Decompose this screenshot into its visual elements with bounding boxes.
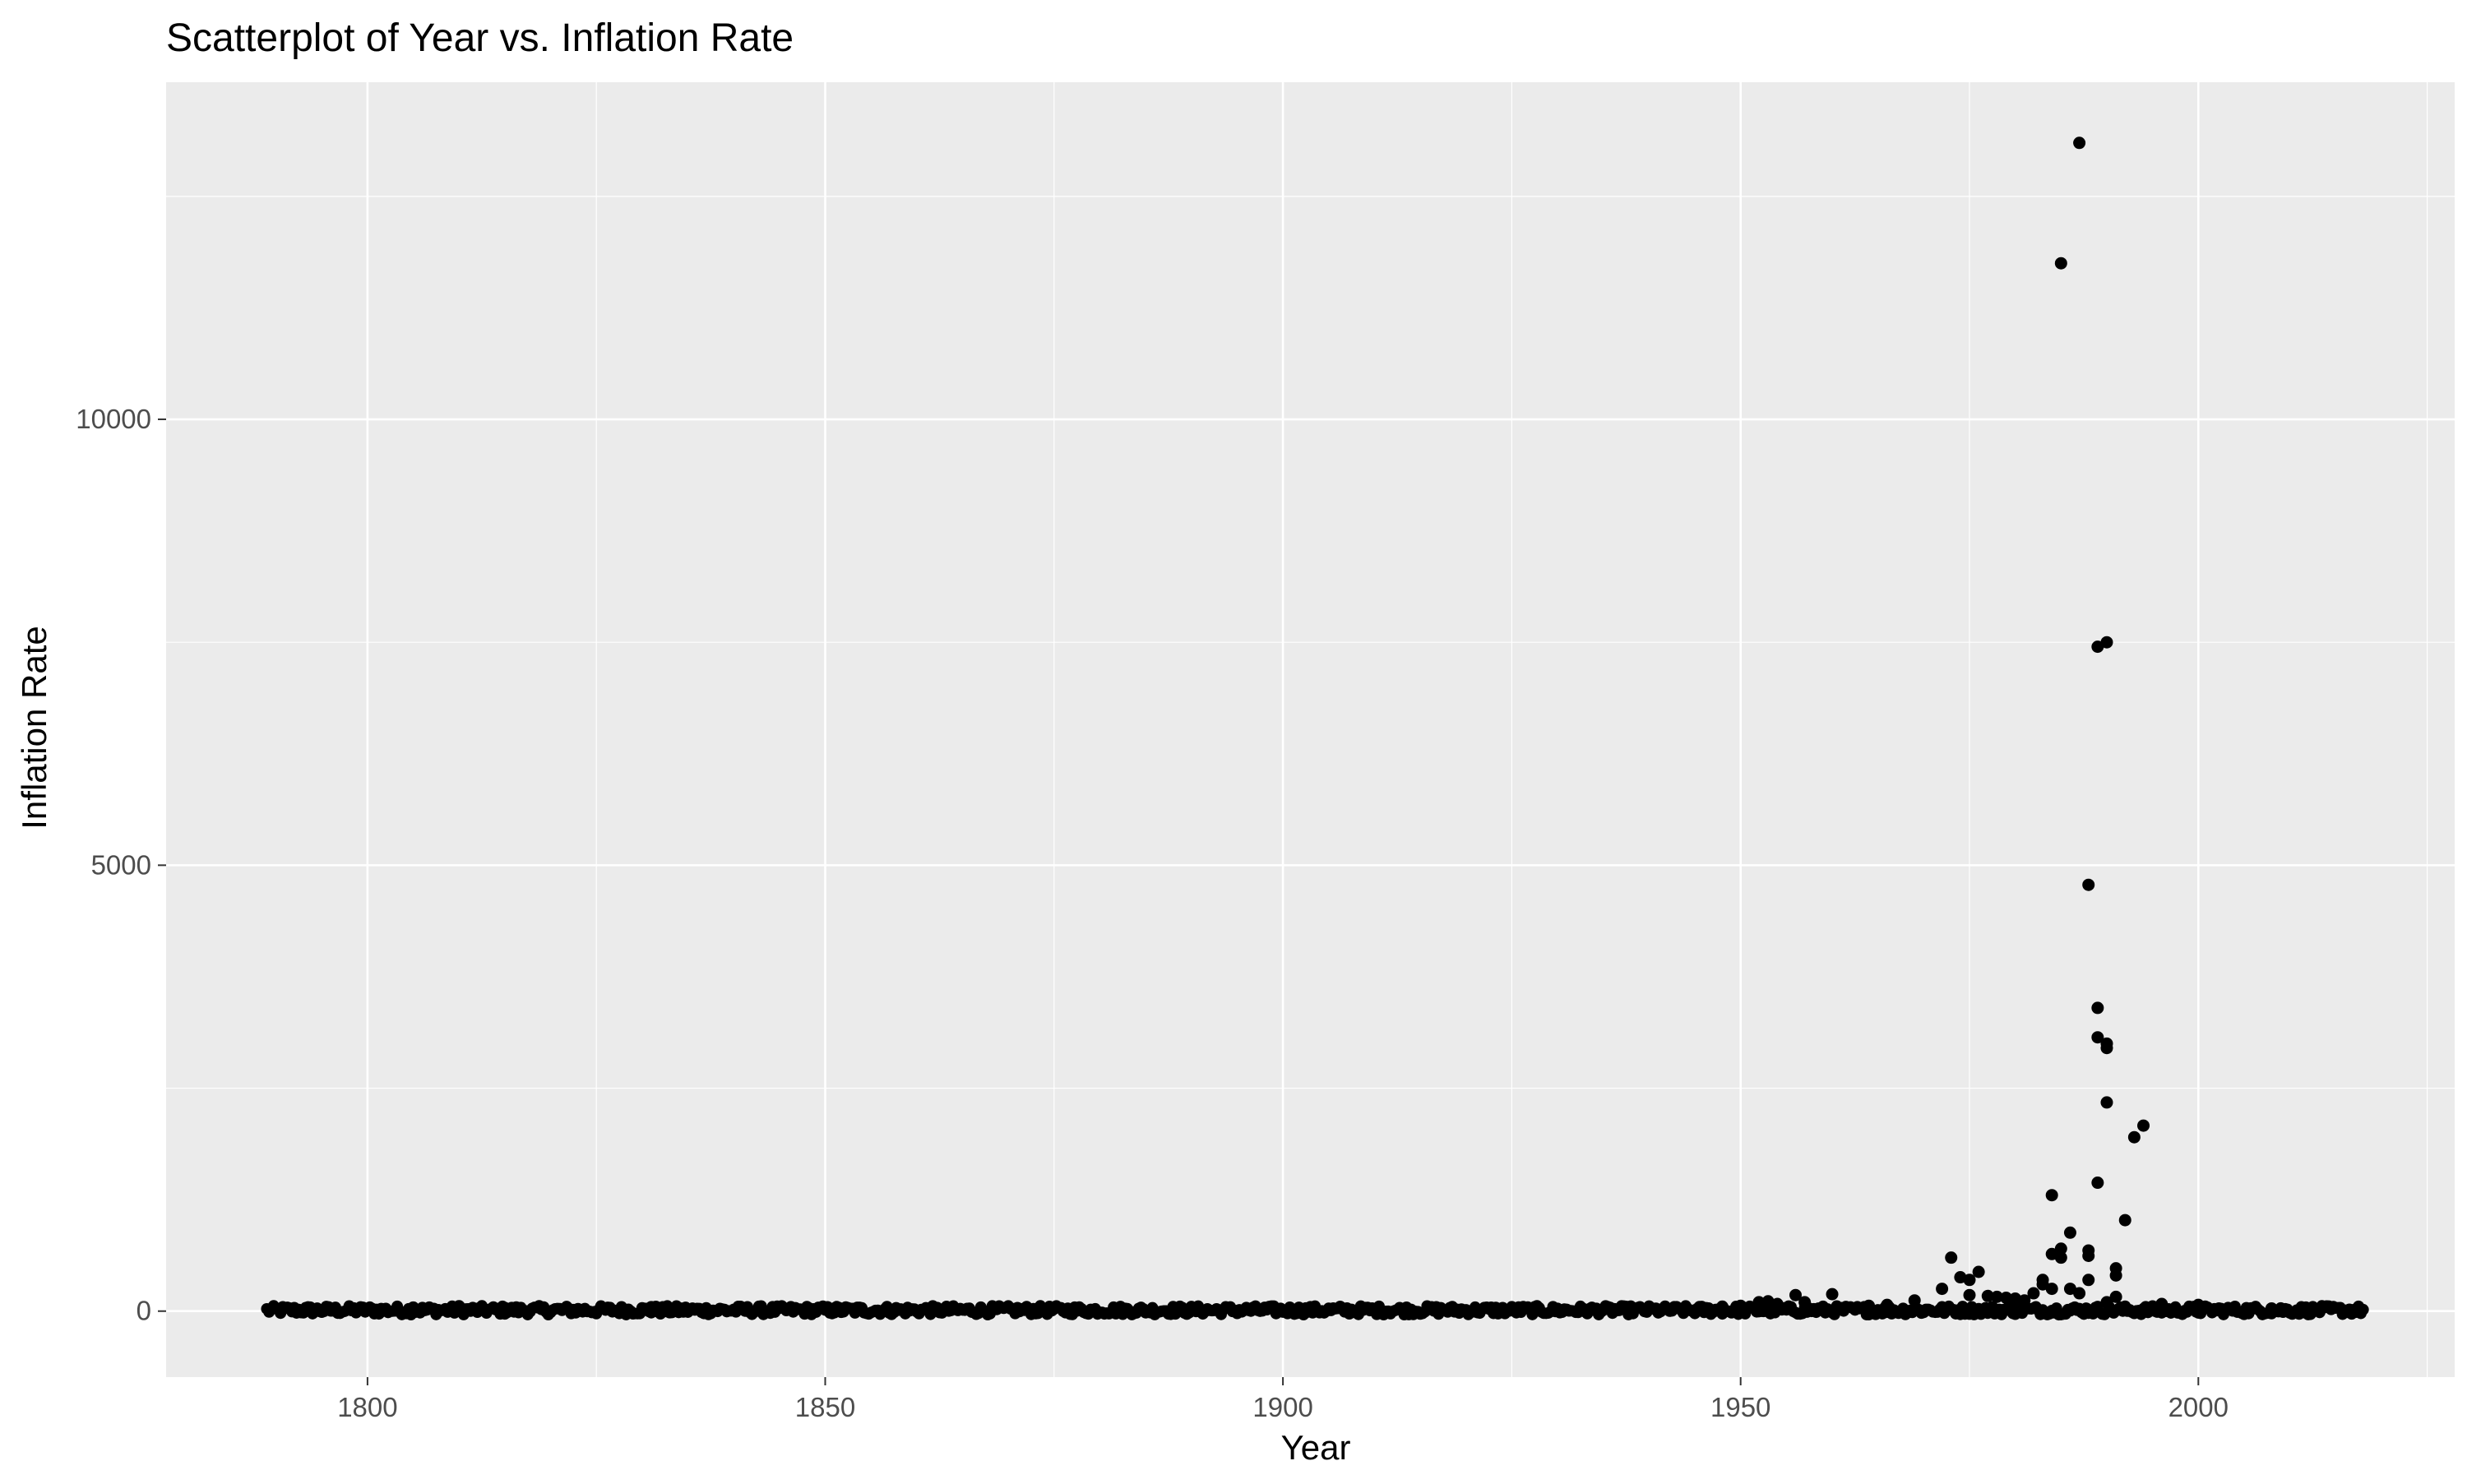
data-point: [1881, 1298, 1894, 1311]
data-point: [1963, 1288, 1976, 1301]
data-point: [2000, 1291, 2013, 1304]
y-axis-title: Inflation Rate: [15, 626, 53, 830]
data-point: [1798, 1296, 1812, 1309]
data-point: [1615, 1301, 1628, 1315]
axes: 1800 1850 1900 1950 2000 0 5000 10000: [76, 404, 2229, 1422]
data-point: [2192, 1298, 2205, 1311]
data-point: [2357, 1303, 2369, 1315]
data-point: [1715, 1300, 1729, 1313]
data-point: [2091, 1001, 2104, 1015]
data-point: [1826, 1288, 1839, 1301]
x-tick-label: 2000: [2168, 1392, 2229, 1422]
data-point: [2100, 1096, 2113, 1109]
data-points: [261, 136, 2369, 1321]
data-point: [2082, 1249, 2095, 1262]
data-point: [2265, 1301, 2278, 1315]
data-point: [2063, 1283, 2076, 1296]
x-tick-label: 1900: [1252, 1392, 1312, 1422]
x-tick-label: 1950: [1710, 1392, 1770, 1422]
data-point: [2054, 257, 2067, 270]
plot-panel: [166, 82, 2455, 1377]
data-point: [2137, 1119, 2150, 1132]
data-point: [645, 1301, 658, 1314]
data-point: [1789, 1288, 1802, 1301]
data-point: [2045, 1283, 2058, 1296]
data-point: [2127, 1130, 2141, 1144]
data-point: [2109, 1290, 2122, 1303]
data-point: [452, 1300, 465, 1313]
y-tick-label: 10000: [76, 404, 151, 434]
data-point: [1770, 1297, 1784, 1311]
data-point: [2045, 1189, 2058, 1202]
data-point: [2091, 1031, 2104, 1044]
data-point: [2018, 1294, 2031, 1307]
data-point: [2109, 1269, 2122, 1282]
data-point: [2073, 136, 2086, 150]
data-point: [2054, 1242, 2067, 1255]
data-point: [2082, 1274, 2095, 1287]
data-point: [2100, 1042, 2113, 1055]
data-point: [2100, 1296, 2113, 1309]
data-point: [828, 1301, 841, 1315]
y-tick-label: 5000: [91, 849, 151, 880]
x-axis-title: Year: [1281, 1428, 1351, 1467]
data-point: [2100, 636, 2113, 649]
y-tick-label: 0: [137, 1296, 151, 1326]
data-point: [498, 1301, 511, 1315]
data-point: [1936, 1283, 1949, 1296]
data-point: [1990, 1290, 2003, 1303]
data-point: [2155, 1297, 2168, 1311]
data-point: [2063, 1226, 2076, 1239]
data-point: [2118, 1214, 2131, 1227]
data-point: [2036, 1274, 2049, 1287]
data-point: [407, 1301, 420, 1314]
chart-title: Scatterplot of Year vs. Inflation Rate: [166, 16, 794, 60]
data-point: [1981, 1289, 1994, 1302]
data-point: [1908, 1294, 1921, 1307]
data-point: [2082, 878, 2095, 891]
data-point: [2009, 1292, 2022, 1306]
data-point: [2073, 1287, 2086, 1300]
x-tick-label: 1800: [337, 1392, 397, 1422]
data-point: [2027, 1287, 2040, 1300]
data-point: [1734, 1299, 1747, 1312]
x-tick-label: 1850: [795, 1392, 855, 1422]
data-point: [2091, 1177, 2104, 1190]
data-point: [1963, 1274, 1976, 1287]
data-point: [1679, 1301, 1692, 1314]
panel-background: [166, 82, 2455, 1377]
data-point: [2054, 1251, 2067, 1264]
data-point: [1945, 1251, 1958, 1264]
data-point: [1863, 1299, 1876, 1312]
data-point: [2091, 640, 2104, 654]
data-point: [1972, 1265, 1985, 1278]
data-point: [1752, 1296, 1766, 1309]
